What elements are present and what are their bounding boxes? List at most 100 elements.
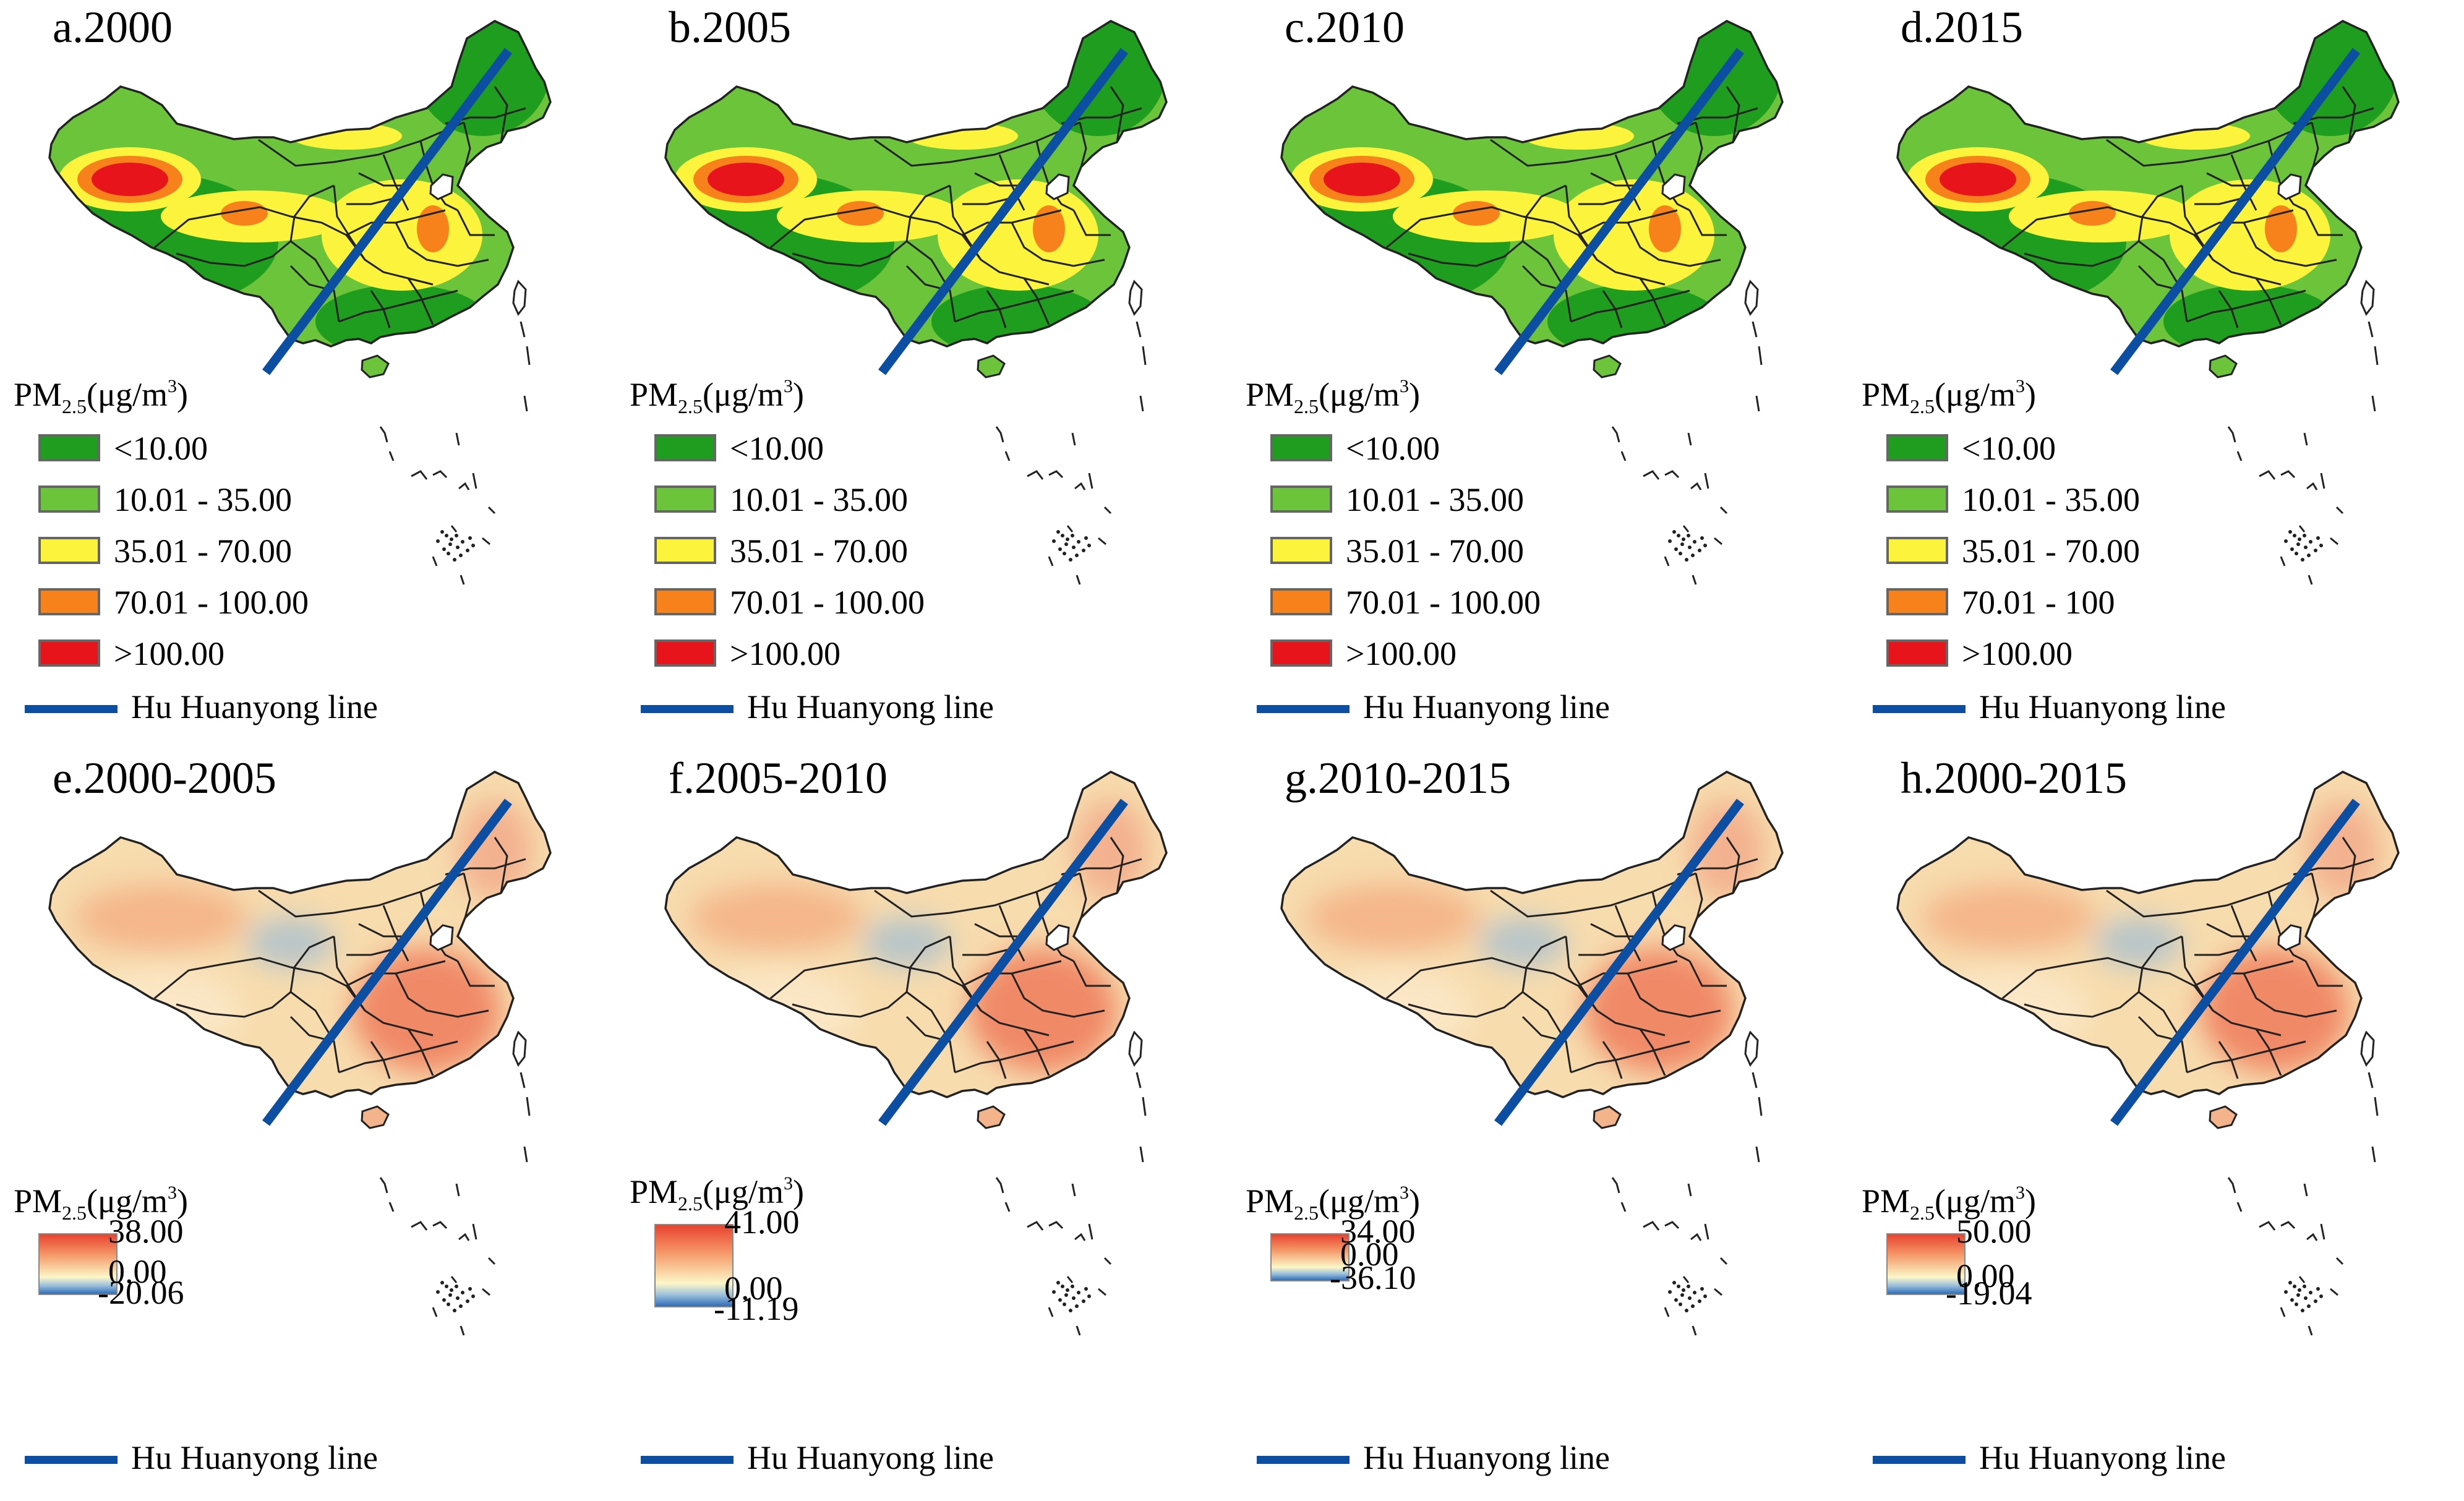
hu-line-legend: Hu Huanyong line [1873,686,2256,730]
legend-swatch [654,588,716,615]
panel-title: b.2005 [669,2,791,52]
map-panel-h: h.2000-2015 PM2.5(μg/m3) 50.00 0.00 -19.04 H… [1848,751,2464,1501]
legend-class-item: 10.01 - 35.00 [654,478,1001,521]
legend-class-item: 70.01 - 100 [1886,581,2233,624]
panel-title: h.2000-2015 [1901,753,2127,803]
legend-class-item: 35.01 - 70.00 [654,529,1001,573]
legend-class-item: 10.01 - 35.00 [1270,478,1617,521]
hu-line-swatch [1873,1456,1966,1464]
legend-class-label: 10.01 - 35.00 [1962,481,2140,518]
china-map [48,20,552,585]
hu-line-legend: Hu Huanyong line [1873,1437,2256,1481]
china-map [1896,771,2400,1336]
legend-class-label: >100.00 [1962,635,2073,672]
legend-swatch [38,485,100,513]
legend-max-label: 34.00 [1340,1213,1416,1250]
legend-swatch [38,434,100,461]
hu-line-legend: Hu Huanyong line [641,686,1024,730]
legend-class-item: <10.00 [654,427,1001,470]
legend-class-label: <10.00 [1962,430,2056,467]
china-map [48,771,552,1336]
legend-class-item: 10.01 - 35.00 [38,478,385,521]
map-panel-f: f.2005-2010 PM2.5(μg/m3) 41.00 0.00 -11.19 H… [616,751,1232,1501]
panel-title: c.2010 [1285,2,1405,52]
legend-class-item: >100.00 [1886,632,2233,675]
legend-class-item: <10.00 [1270,427,1617,470]
panel-title: d.2015 [1901,2,2023,52]
hu-line-label: Hu Huanyong line [1979,1439,2226,1476]
legend-swatch [1270,485,1332,513]
legend-class-item: 70.01 - 100.00 [38,581,385,624]
map-panel-a: a.2000 PM2.5(μg/m3) <10.00 10.01 - 35.00 35… [0,0,616,750]
hu-line-swatch [25,705,118,713]
legend-swatch [1886,537,1948,564]
legend-class-label: 35.01 - 70.00 [114,532,292,570]
legend-class-item: >100.00 [654,632,1001,675]
legend-class-item: >100.00 [1270,632,1617,675]
legend-min-label: -19.04 [1946,1275,2032,1312]
legend-min-label: -20.06 [98,1274,184,1311]
legend-class-item: 35.01 - 70.00 [1886,529,2233,573]
legend-swatch [1270,434,1332,461]
legend-class-item: <10.00 [1886,427,2233,470]
legend-class-label: 35.01 - 70.00 [1346,532,1524,570]
hu-line-legend: Hu Huanyong line [25,686,408,730]
legend-swatch [38,588,100,615]
legend-mid-label: 0.00 [1340,1236,1399,1273]
legend-class-item: 10.01 - 35.00 [1886,478,2233,521]
china-map [664,771,1168,1336]
hu-line-swatch [1257,1456,1350,1464]
hu-line-label: Hu Huanyong line [747,688,994,725]
legend-class-label: <10.00 [730,430,824,467]
legend-max-label: 50.00 [1956,1213,2032,1250]
legend-title: PM2.5(μg/m3) [14,376,188,417]
legend-swatch [1886,434,1948,461]
legend-class-item: 35.01 - 70.00 [1270,529,1617,573]
legend-swatch [1886,485,1948,513]
china-map [1280,771,1784,1336]
legend-color-ramp [654,1224,734,1307]
hu-line-swatch [25,1456,118,1464]
map-panel-g: g.2010-2015 PM2.5(μg/m3) 34.00 0.00 -36.10 H… [1232,751,1848,1501]
legend-swatch [654,537,716,564]
legend-color-ramp [38,1233,118,1295]
legend-swatch [654,639,716,667]
legend-swatch [38,639,100,667]
legend-title: PM2.5(μg/m3) [630,376,804,417]
legend-swatch [654,434,716,461]
hu-line-label: Hu Huanyong line [1363,1439,1610,1476]
hu-line-swatch [641,1456,734,1464]
legend-min-label: -36.10 [1330,1259,1416,1296]
legend-mid-label: 0.00 [724,1270,783,1307]
legend-swatch [1270,639,1332,667]
legend-swatch [38,537,100,564]
legend-class-item: 70.01 - 100.00 [1270,581,1617,624]
legend-max-label: 38.00 [108,1213,184,1250]
legend-class-label: 70.01 - 100.00 [730,584,925,621]
hu-line-label: Hu Huanyong line [131,688,378,725]
hu-line-label: Hu Huanyong line [1979,688,2226,725]
legend-class-label: >100.00 [730,635,841,672]
panel-title: g.2010-2015 [1285,753,1511,803]
hu-line-swatch [1873,705,1966,713]
map-panel-d: d.2015 PM2.5(μg/m3) <10.00 10.01 - 35.00 35… [1848,0,2464,750]
legend-color-ramp [1270,1233,1350,1281]
legend-class-label: >100.00 [1346,635,1457,672]
legend-title: PM2.5(μg/m3) [1246,376,1420,417]
panel-title: a.2000 [53,2,173,52]
legend-swatch [1886,588,1948,615]
legend-mid-label: 0.00 [1956,1257,2015,1294]
legend-class-label: 35.01 - 70.00 [730,532,908,570]
china-map [1280,20,1784,585]
legend-class-label: <10.00 [1346,430,1440,467]
legend-class-item: <10.00 [38,427,385,470]
legend-class-label: <10.00 [114,430,208,467]
legend-title: PM2.5(μg/m3) [1862,1182,2036,1224]
hu-line-swatch [1257,705,1350,713]
legend-swatch [654,485,716,513]
legend-min-label: -11.19 [714,1290,799,1327]
legend-swatch [1886,639,1948,667]
hu-line-label: Hu Huanyong line [131,1439,378,1476]
legend-title: PM2.5(μg/m3) [14,1182,188,1224]
legend-class-label: 35.01 - 70.00 [1962,532,2140,570]
